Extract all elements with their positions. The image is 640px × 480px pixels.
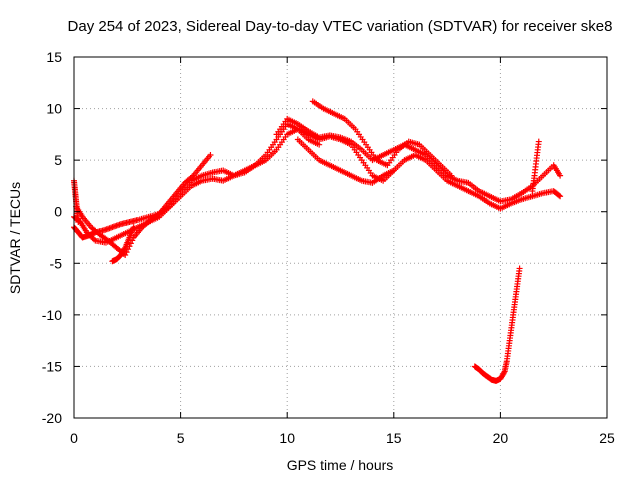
y-tick-label: 5 [54,152,62,168]
series-track-g [294,136,397,186]
grid [74,57,607,418]
y-tick-label: 10 [46,101,62,117]
y-tick-label: -5 [50,255,63,271]
x-tick-label: 15 [386,430,402,446]
data-point [500,369,507,376]
series-track-f [309,98,455,179]
ticks [73,56,608,419]
chart-title: Day 254 of 2023, Sidereal Day-to-day VTE… [68,18,613,35]
y-tick-label: 0 [54,204,62,220]
data-point [448,172,455,179]
data-point [390,167,397,174]
data-point [535,138,542,145]
data-point [130,224,137,231]
x-tick-label: 10 [279,430,295,446]
data-point [207,151,214,158]
x-tick-label: 0 [70,430,78,446]
series-track-e [273,115,564,205]
x-tick-label: 20 [493,430,509,446]
x-tick-labels: 0 5 10 15 20 25 [70,430,615,446]
y-tick-label: -15 [42,358,62,374]
plot-frame [73,56,608,419]
data-point [557,193,564,200]
series-track-d [109,224,137,265]
data-point [75,219,82,226]
x-tick-label: 5 [177,430,185,446]
series-track-h [471,265,523,384]
data-point [316,141,323,148]
data-point [516,265,523,272]
series-track-i [529,138,542,195]
data-point [556,192,563,199]
data-marks [71,98,564,384]
x-axis-label: GPS time / hours [287,457,394,473]
x-tick-label: 25 [599,430,615,446]
y-tick-label: 15 [46,49,62,65]
y-axis-label: SDTVAR / TECUs [7,182,23,294]
y-tick-label: -10 [42,307,62,323]
y-tick-labels: -20 -15 -10 -5 0 5 10 15 [42,49,62,426]
y-tick-label: -20 [42,410,62,426]
data-point [557,172,564,179]
